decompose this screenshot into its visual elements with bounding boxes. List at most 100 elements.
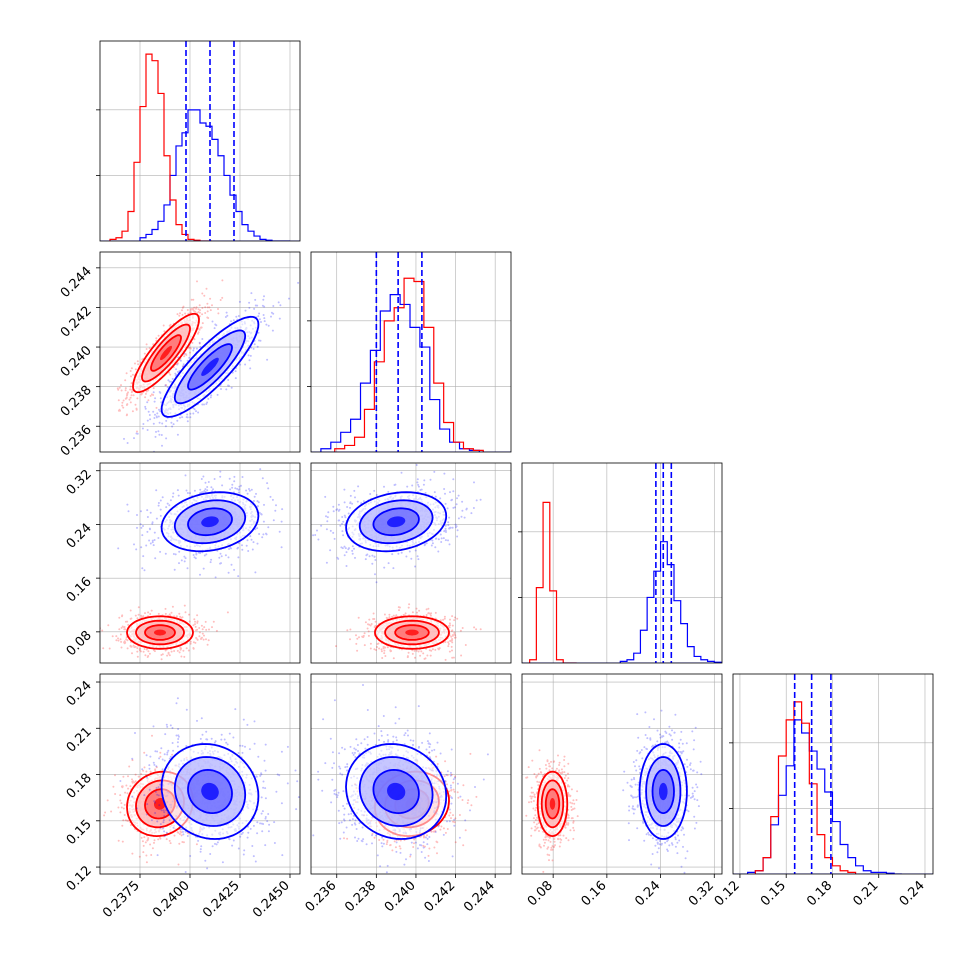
sample-point bbox=[154, 435, 157, 438]
sample-point bbox=[198, 341, 201, 344]
sample-point bbox=[130, 375, 132, 378]
sample-point bbox=[346, 506, 349, 508]
sample-point bbox=[263, 295, 265, 298]
sample-point bbox=[126, 392, 129, 395]
sample-point bbox=[247, 354, 250, 357]
sample-point bbox=[192, 298, 195, 301]
sample-point bbox=[166, 502, 169, 505]
sample-point bbox=[165, 437, 168, 440]
sample-point bbox=[200, 637, 203, 640]
contour-red bbox=[150, 334, 182, 372]
sample-point bbox=[192, 641, 195, 644]
sample-point bbox=[227, 571, 230, 574]
sample-point bbox=[475, 628, 478, 631]
sample-point bbox=[146, 401, 149, 404]
sample-point bbox=[202, 475, 205, 478]
sample-point bbox=[133, 437, 135, 440]
sample-point bbox=[178, 612, 181, 615]
sample-point bbox=[181, 313, 184, 316]
sample-point bbox=[362, 500, 365, 503]
sample-point bbox=[192, 554, 195, 556]
sample-point bbox=[129, 644, 132, 647]
sample-point bbox=[355, 642, 358, 645]
sample-point bbox=[178, 562, 180, 565]
sample-point bbox=[364, 558, 367, 561]
sample-point bbox=[238, 485, 241, 488]
sample-point bbox=[157, 430, 160, 433]
sample-point bbox=[257, 501, 260, 504]
sample-point bbox=[415, 607, 418, 610]
sample-point bbox=[179, 648, 182, 651]
sample-point bbox=[211, 490, 214, 493]
sample-point bbox=[168, 654, 171, 657]
sample-point bbox=[239, 363, 242, 366]
sample-point bbox=[136, 617, 139, 620]
sample-point bbox=[144, 407, 147, 410]
sample-point bbox=[339, 524, 342, 527]
sample-point bbox=[117, 388, 120, 391]
sample-point bbox=[214, 576, 217, 579]
sample-point bbox=[204, 620, 207, 623]
sample-point bbox=[383, 646, 386, 649]
sample-point bbox=[205, 638, 207, 641]
sample-point bbox=[208, 628, 210, 631]
sample-point bbox=[206, 643, 209, 646]
sample-point bbox=[148, 414, 151, 416]
sample-point bbox=[179, 615, 182, 618]
sample-point bbox=[189, 412, 192, 415]
sample-point bbox=[198, 328, 201, 331]
sample-point bbox=[177, 356, 180, 359]
sample-point bbox=[189, 351, 191, 354]
sample-point bbox=[258, 533, 261, 535]
sample-point bbox=[194, 620, 197, 623]
sample-point bbox=[373, 648, 376, 651]
sample-point bbox=[460, 515, 463, 518]
sample-point bbox=[341, 516, 344, 518]
sample-point bbox=[134, 403, 137, 406]
sample-point bbox=[193, 338, 196, 340]
sample-point bbox=[164, 552, 167, 555]
sample-point bbox=[196, 280, 198, 283]
sample-point bbox=[451, 629, 454, 632]
sample-point bbox=[260, 513, 263, 516]
sample-point bbox=[140, 510, 142, 513]
sample-point bbox=[168, 324, 171, 327]
sample-point bbox=[455, 526, 457, 529]
sample-point bbox=[434, 648, 437, 651]
sample-point bbox=[184, 312, 187, 315]
sample-point bbox=[176, 362, 179, 365]
sample-point bbox=[142, 423, 145, 425]
sample-point bbox=[143, 569, 146, 572]
sample-point bbox=[447, 625, 450, 627]
sample-point bbox=[128, 398, 131, 401]
sample-point bbox=[136, 360, 139, 363]
sample-point bbox=[375, 649, 377, 651]
sample-point bbox=[183, 655, 186, 658]
sample-point bbox=[199, 552, 202, 555]
panel-frame bbox=[521, 462, 723, 664]
sample-point bbox=[167, 651, 170, 654]
sample-point bbox=[119, 633, 122, 636]
sample-point bbox=[215, 324, 218, 327]
sample-point bbox=[200, 326, 203, 329]
sample-point bbox=[152, 391, 155, 394]
sample-point bbox=[211, 626, 213, 629]
sample-point bbox=[124, 641, 127, 644]
sample-point bbox=[193, 338, 196, 341]
sample-point bbox=[221, 484, 224, 487]
sample-point bbox=[385, 616, 388, 619]
sample-point bbox=[368, 623, 371, 626]
sample-point bbox=[184, 474, 187, 477]
marginal-p2 bbox=[307, 252, 511, 452]
sample-point bbox=[126, 503, 129, 506]
sample-point bbox=[152, 343, 155, 346]
sample-point bbox=[146, 516, 149, 518]
sample-point bbox=[209, 396, 212, 399]
sample-point bbox=[191, 307, 194, 310]
sample-point bbox=[196, 621, 199, 624]
sample-point bbox=[127, 391, 129, 394]
sample-point bbox=[199, 309, 201, 312]
sample-point bbox=[451, 641, 454, 644]
sample-point bbox=[175, 368, 178, 371]
sample-point bbox=[179, 416, 181, 419]
